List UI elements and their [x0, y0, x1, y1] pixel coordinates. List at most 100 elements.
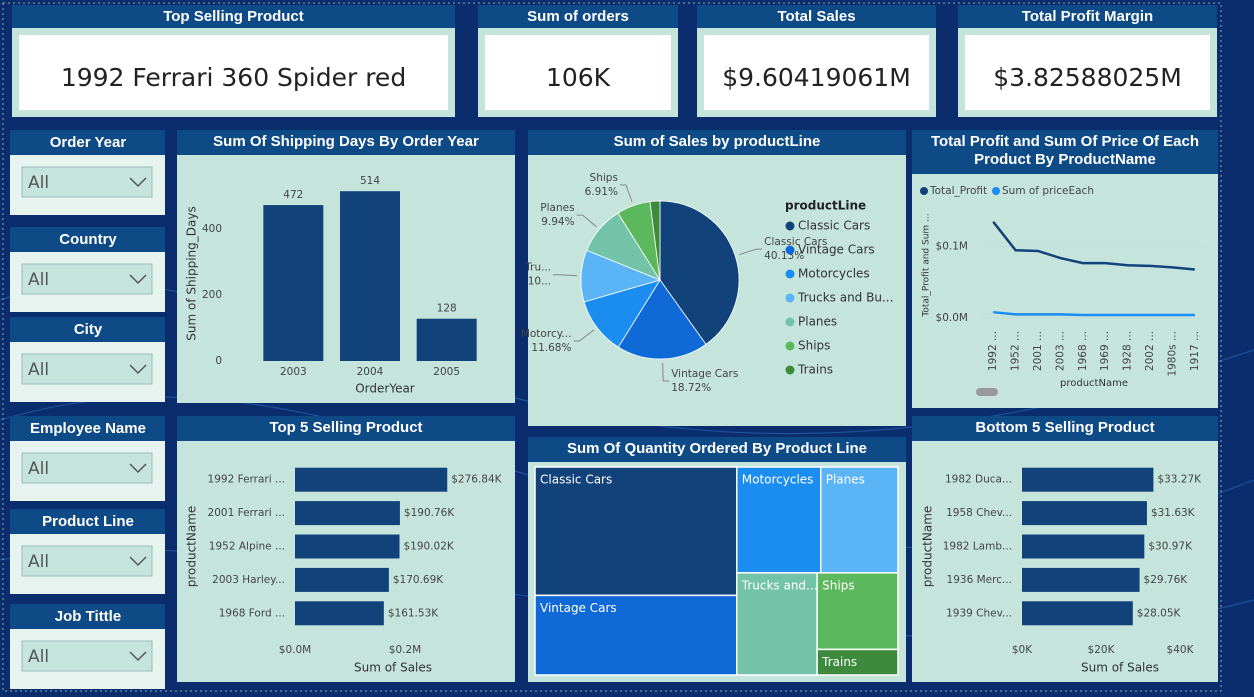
data-label: $276.84K — [451, 474, 502, 486]
slicer-label: City — [74, 321, 103, 338]
bar — [1022, 467, 1154, 492]
legend-label: Sum of priceEach — [1002, 185, 1094, 197]
y-tick-label: 1992 Ferrari ... — [208, 474, 285, 486]
chart-title-box: Sum Of Shipping Days By Order Year — [213, 133, 479, 150]
slicer-label: Job Tittle — [55, 608, 121, 625]
y-axis-label: Sum of Shipping_Days — [185, 206, 199, 340]
slicer-dropdown[interactable] — [21, 545, 153, 577]
slicer-chevron — [129, 364, 147, 375]
slicer-header — [10, 130, 165, 155]
x-tick-label: 1980s ... — [1166, 331, 1178, 377]
legend-swatch — [785, 269, 795, 279]
card-header — [697, 5, 936, 28]
slice-value-label: 18.72% — [671, 382, 711, 394]
data-label: $30.97K — [1148, 541, 1193, 553]
legend-swatch — [785, 365, 795, 375]
legend-swatch — [992, 187, 1000, 195]
y-tick-label: 1952 Alpine ... — [209, 541, 285, 553]
y-axis-label: productName — [921, 506, 935, 588]
slicer-dropdown[interactable] — [21, 263, 153, 295]
y-tick-label: $0.0M — [936, 312, 968, 324]
x-axis-label: Sum of Sales — [1081, 661, 1159, 675]
legend-title: productLine — [785, 199, 866, 213]
line-series — [993, 310, 1195, 317]
bar — [1022, 601, 1133, 626]
pie-slice — [649, 200, 661, 281]
bar — [295, 501, 400, 526]
card-title: Total Profit Margin — [1022, 8, 1153, 25]
chart-header — [528, 130, 906, 155]
slice-label: Vintage Cars — [671, 368, 738, 380]
leader-line — [662, 362, 670, 382]
slicer-dropdown[interactable] — [21, 166, 153, 198]
leader-line — [553, 274, 578, 277]
slicer-dropdown[interactable] — [21, 640, 153, 672]
chart-header — [177, 416, 515, 441]
x-tick-label: 2002 ... — [1144, 331, 1156, 371]
slicer-chevron — [129, 177, 147, 188]
slice-label: Ships — [590, 172, 618, 184]
x-tick-label: 1992 ... — [987, 331, 999, 371]
y-tick-label: 400 — [202, 223, 222, 235]
treemap-tile — [534, 466, 738, 597]
y-axis-label: productName — [185, 506, 199, 588]
bar — [1022, 501, 1147, 526]
slicer-dropdown[interactable] — [21, 452, 153, 484]
data-label: 514 — [360, 175, 380, 187]
x-tick-label: 2005 — [433, 366, 460, 378]
slicer-chevron — [129, 463, 147, 474]
y-tick-label: 2003 Harley... — [212, 574, 285, 586]
slicer-dropdown[interactable] — [21, 353, 153, 385]
slicer-header — [10, 317, 165, 342]
slice-value-label: 10... — [528, 276, 551, 288]
slicer-label: Product Line — [42, 513, 134, 530]
legend-label: Total_Profit — [929, 185, 987, 197]
data-label: $33.27K — [1157, 474, 1202, 486]
chart-title: Sum Of Shipping Days By Order Year — [213, 133, 479, 150]
slice-value-label: 40.13% — [764, 250, 804, 262]
data-label: $161.53K — [388, 607, 439, 619]
x-tick-label: $0K — [1012, 644, 1033, 656]
bar — [295, 534, 400, 559]
chart-header — [912, 416, 1218, 441]
card-value: 1992 Ferrari 360 Spider red — [61, 63, 406, 92]
legend-label: Classic Cars — [798, 219, 870, 233]
x-tick-label: $40K — [1167, 644, 1195, 656]
tile-label: Trucks and... — [741, 578, 818, 592]
card-title: Sum of orders — [527, 8, 629, 25]
card-header — [478, 5, 678, 28]
slicer-header — [10, 604, 165, 629]
legend-swatch — [785, 221, 795, 231]
y-tick-label: 200 — [202, 289, 222, 301]
x-tick-label: $20K — [1088, 644, 1116, 656]
slicer-value: All — [28, 360, 49, 380]
card-box — [19, 35, 448, 110]
x-axis-label: productName — [1060, 378, 1128, 389]
tile-label: Ships — [822, 578, 854, 592]
x-axis-label: Sum of Sales — [354, 661, 432, 675]
treemap-tile — [816, 648, 899, 676]
slicer-value: All — [28, 270, 49, 290]
card-header — [958, 5, 1217, 28]
chart-title: Top 5 Selling Product — [269, 419, 423, 436]
data-label: 472 — [283, 189, 303, 201]
slicer-value: All — [28, 552, 49, 572]
chart-title: Sum Of Quantity Ordered By Product Line — [566, 440, 868, 457]
x-tick-label: 1969 ... — [1099, 331, 1111, 371]
slicer-label: Employee Name — [30, 420, 146, 437]
chart-title-box: Top 5 Selling Product — [269, 419, 423, 436]
y-tick-label: $0.1M — [936, 241, 968, 253]
treemap-tile — [816, 572, 899, 651]
slicer-value: All — [28, 173, 49, 193]
page-border — [2, 2, 1222, 692]
bar — [340, 191, 400, 361]
leader-line — [738, 248, 763, 256]
legend-label: Motorcycles — [798, 267, 870, 281]
slice-label: Planes — [540, 202, 574, 214]
data-label: $190.76K — [404, 507, 455, 519]
legend-swatch — [785, 317, 795, 327]
legend-label: Vintage Cars — [798, 243, 875, 257]
leader-line — [573, 329, 595, 342]
x-tick-label: 2003 — [280, 366, 307, 378]
slicer-header — [10, 509, 165, 534]
